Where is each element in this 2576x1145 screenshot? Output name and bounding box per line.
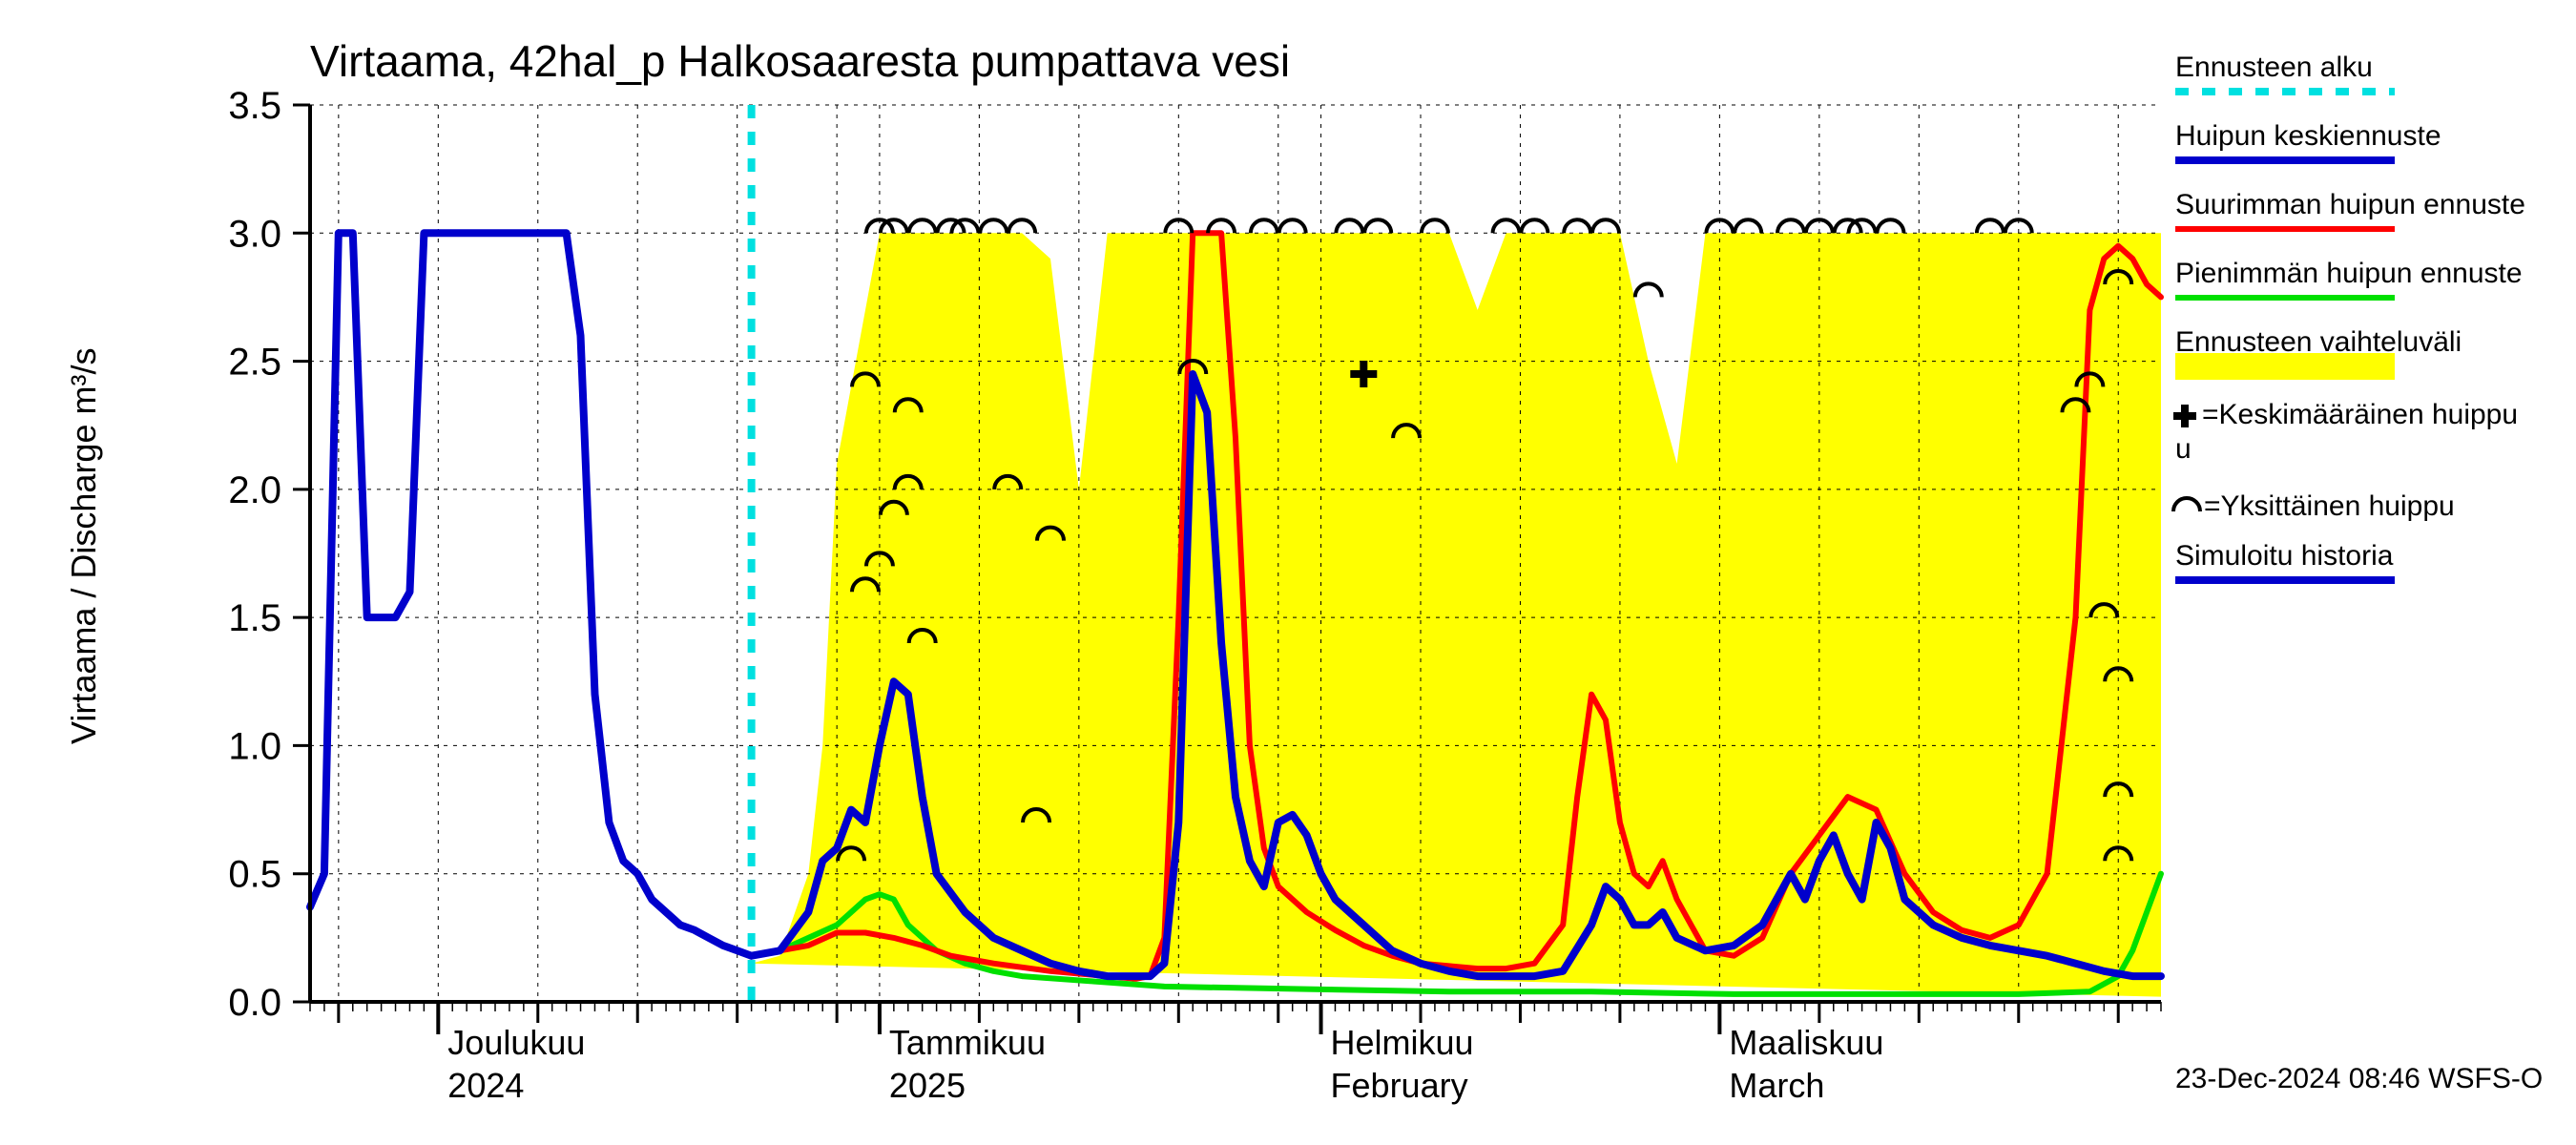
month-label-2: March (1729, 1066, 1824, 1105)
legend-label: Ennusteen alku (2175, 52, 2373, 83)
footer-timestamp: 23-Dec-2024 08:46 WSFS-O (2175, 1063, 2543, 1094)
y-tick-label: 2.5 (228, 342, 281, 384)
legend-label: Pienimmän huipun ennuste (2175, 258, 2523, 289)
month-label-2: 2025 (889, 1066, 966, 1105)
forecast-range-area (752, 233, 2161, 996)
legend-label: Simuloitu historia (2175, 540, 2394, 572)
y-axis-label: Virtaama / Discharge m³/s (64, 348, 103, 744)
y-tick-label: 0.0 (228, 982, 281, 1024)
month-label: Maaliskuu (1729, 1023, 1883, 1062)
legend-label: =Keskimääräinen huippu (2202, 399, 2518, 430)
month-label-2: 2024 (447, 1066, 524, 1105)
legend-label: Huipun keskiennuste (2175, 120, 2441, 152)
y-tick-label: 3.0 (228, 213, 281, 255)
y-tick-label: 3.5 (228, 85, 281, 127)
legend-label: u (2175, 433, 2192, 465)
month-label: Helmikuu (1331, 1023, 1474, 1062)
month-label: Joulukuu (447, 1023, 585, 1062)
y-tick-label: 2.0 (228, 469, 281, 511)
y-tick-label: 1.0 (228, 725, 281, 767)
legend-label: Suurimman huipun ennuste (2175, 189, 2525, 220)
chart-svg: 0.0 0.5 1.0 1.5 2.0 2.5 3.0 3.5 Joulukuu 2024 Tamm… (0, 0, 2576, 1145)
legend-swatch-range (2175, 353, 2395, 380)
chart-title: Virtaama, 42hal_p Halkosaaresta pumpatta… (310, 36, 1290, 86)
month-label-2: February (1331, 1066, 1468, 1105)
month-label: Tammikuu (889, 1023, 1046, 1062)
hydrograph-chart: 0.0 0.5 1.0 1.5 2.0 2.5 3.0 3.5 Joulukuu 2024 Tamm… (0, 0, 2576, 1145)
y-tick-label: 1.5 (228, 597, 281, 639)
legend-label: =Yksittäinen huippu (2204, 490, 2455, 522)
y-tick-label: 0.5 (228, 854, 281, 896)
